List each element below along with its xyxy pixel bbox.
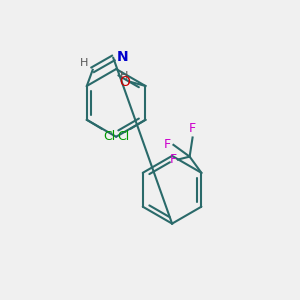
- Text: Cl: Cl: [117, 130, 129, 142]
- Text: F: F: [189, 122, 196, 135]
- Text: O: O: [119, 74, 130, 88]
- Text: F: F: [164, 138, 171, 151]
- Text: H: H: [119, 71, 128, 81]
- Text: N: N: [117, 50, 129, 64]
- Text: Cl: Cl: [103, 130, 115, 142]
- Text: F: F: [169, 153, 176, 166]
- Text: H: H: [80, 58, 88, 68]
